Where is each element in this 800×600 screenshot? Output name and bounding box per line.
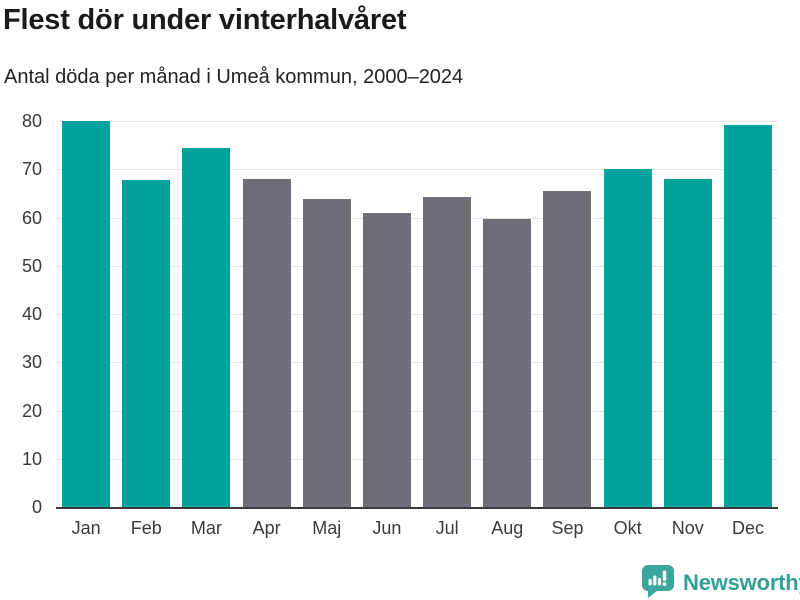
gridline-10 xyxy=(56,458,778,460)
x-tick-feb: Feb xyxy=(130,518,162,538)
y-tick-0: 0 xyxy=(31,497,42,517)
bar-sep xyxy=(543,190,592,508)
plot-area xyxy=(56,88,778,509)
x-tick-aug: Aug xyxy=(491,518,524,538)
bar-slot-okt xyxy=(598,88,658,508)
bar-okt xyxy=(603,168,652,508)
bar-maj xyxy=(302,198,351,508)
newsworthy-brand: Newsworthy xyxy=(640,563,800,600)
x-tick-okt: Okt xyxy=(613,518,642,538)
bar-jun xyxy=(362,213,411,508)
y-tick-80: 80 xyxy=(21,111,42,131)
bar-series xyxy=(56,88,778,508)
bar-slot-sep xyxy=(537,88,597,508)
bar-slot-jun xyxy=(357,88,417,508)
x-tick-mar: Mar xyxy=(190,518,222,538)
y-tick-50: 50 xyxy=(21,255,42,276)
bar-slot-jul xyxy=(417,88,477,508)
bar-apr xyxy=(242,178,291,508)
x-tick-apr: Apr xyxy=(252,518,281,538)
x-axis-tick-labels: Jan Feb Mar Apr Maj Jun Jul Aug Sep Okt Nov Dec xyxy=(56,518,778,539)
bar-slot-aug xyxy=(477,88,537,508)
chart-subtitle: Antal döda per månad i Umeå kommun, 2000… xyxy=(4,66,464,88)
gridline-70 xyxy=(56,169,778,171)
bar-jul xyxy=(423,196,472,508)
newsworthy-logo-icon xyxy=(640,563,676,600)
gridline-20 xyxy=(56,410,778,412)
gridline-50 xyxy=(56,265,778,267)
y-tick-40: 40 xyxy=(21,304,42,324)
x-tick-dec: Dec xyxy=(731,518,764,538)
newsworthy-wordmark: Newsworthy xyxy=(683,570,800,595)
y-tick-20: 20 xyxy=(21,400,42,421)
bar-mar xyxy=(182,148,231,508)
x-axis-line xyxy=(56,507,778,509)
bar-slot-mar xyxy=(176,88,236,508)
y-tick-70: 70 xyxy=(21,159,42,180)
bar-nov xyxy=(663,179,712,508)
bar-jan xyxy=(62,121,111,508)
y-tick-10: 10 xyxy=(21,448,42,469)
bar-dec xyxy=(723,125,772,508)
y-tick-30: 30 xyxy=(21,352,42,373)
x-tick-jul: Jul xyxy=(435,518,459,538)
gridline-60 xyxy=(56,217,778,219)
gridline-80 xyxy=(56,121,778,122)
x-tick-nov: Nov xyxy=(671,518,704,538)
gridline-30 xyxy=(56,362,778,364)
bar-slot-dec xyxy=(718,88,778,508)
bar-slot-maj xyxy=(297,88,357,508)
y-axis-tick-labels: 0 10 20 30 40 50 60 70 80 xyxy=(0,88,42,516)
bar-slot-nov xyxy=(658,88,718,508)
x-tick-maj: Maj xyxy=(312,518,342,538)
bar-slot-jan xyxy=(56,88,116,508)
chart-title: Flest dör under vinterhalvåret xyxy=(3,4,407,36)
y-tick-60: 60 xyxy=(21,207,42,228)
gridline-40 xyxy=(56,314,778,315)
bar-slot-apr xyxy=(237,88,297,508)
bar-aug xyxy=(483,218,532,508)
bar-slot-feb xyxy=(116,88,176,508)
x-tick-sep: Sep xyxy=(551,518,584,538)
bar-feb xyxy=(122,180,171,508)
x-tick-jan: Jan xyxy=(71,518,101,538)
x-tick-jun: Jun xyxy=(372,518,402,538)
